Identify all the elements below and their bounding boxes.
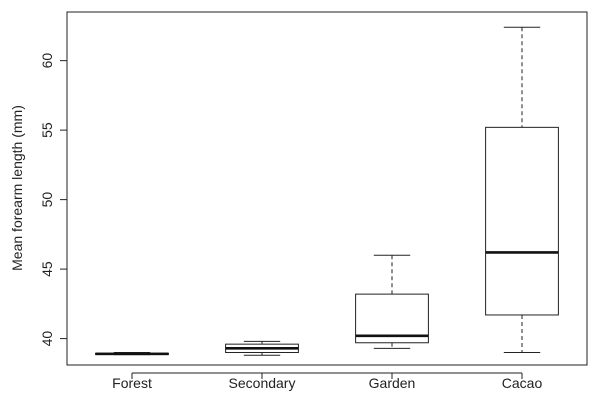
x-tick-label: Garden: [369, 375, 416, 391]
y-tick-label: 45: [39, 261, 55, 277]
x-axis: Forest Secondary Garden Cacao: [112, 372, 543, 391]
box-garden: [355, 254, 429, 349]
x-tick-label: Forest: [112, 375, 152, 391]
y-tick-label: 50: [39, 192, 55, 208]
y-tick-label: 40: [39, 331, 55, 347]
boxes-layer: [95, 26, 559, 356]
box-secondary: [225, 340, 299, 356]
y-tick-label: 55: [39, 122, 55, 138]
box-cacao: [485, 26, 559, 353]
box-forest: [95, 351, 169, 356]
y-axis-label: Mean forearm length (mm): [9, 105, 25, 271]
x-tick-label: Cacao: [502, 375, 543, 391]
y-axis: 40 45 50 55 60: [39, 53, 68, 347]
x-tick-label: Secondary: [229, 375, 296, 391]
iqr-box: [485, 126, 559, 316]
y-tick-label: 60: [39, 53, 55, 69]
